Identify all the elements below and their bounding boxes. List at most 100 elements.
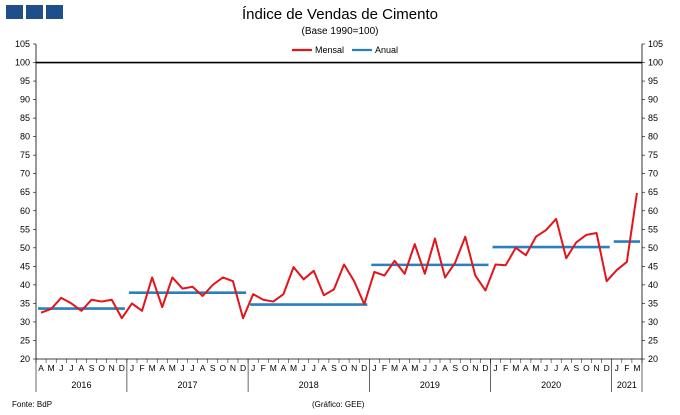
y-tick-label-right: 20 bbox=[648, 354, 658, 364]
month-label: O bbox=[98, 363, 105, 373]
month-label: J bbox=[251, 363, 255, 373]
month-label: A bbox=[79, 363, 85, 373]
y-tick-label-left: 40 bbox=[20, 280, 30, 290]
y-tick-label-left: 95 bbox=[20, 76, 30, 86]
year-label: 2018 bbox=[299, 380, 319, 390]
y-tick-label-left: 25 bbox=[20, 335, 30, 345]
month-label: A bbox=[402, 363, 408, 373]
y-tick-label-right: 100 bbox=[648, 58, 663, 68]
month-label: M bbox=[391, 363, 398, 373]
month-label: J bbox=[130, 363, 134, 373]
chart-subtitle: (Base 1990=100) bbox=[301, 26, 379, 37]
y-tick-label-right: 25 bbox=[648, 335, 658, 345]
month-label: M bbox=[411, 363, 418, 373]
month-label: D bbox=[361, 363, 367, 373]
credit-note: (Gráfico: GEE) bbox=[312, 400, 365, 409]
month-label: J bbox=[423, 363, 427, 373]
y-tick-label-right: 50 bbox=[648, 243, 658, 253]
month-label: S bbox=[89, 363, 95, 373]
month-label: N bbox=[230, 363, 236, 373]
month-label: F bbox=[503, 363, 508, 373]
month-label: N bbox=[593, 363, 599, 373]
y-tick-label-right: 70 bbox=[648, 169, 658, 179]
y-tick-label-right: 65 bbox=[648, 187, 658, 197]
logo-block bbox=[6, 5, 23, 19]
y-tick-label-right: 90 bbox=[648, 95, 658, 105]
y-tick-label-left: 35 bbox=[20, 298, 30, 308]
month-label: J bbox=[180, 363, 184, 373]
month-label: J bbox=[554, 363, 558, 373]
y-tick-label-left: 55 bbox=[20, 224, 30, 234]
y-tick-label-left: 105 bbox=[15, 39, 30, 49]
month-label: O bbox=[220, 363, 227, 373]
month-label: N bbox=[472, 363, 478, 373]
month-label: O bbox=[583, 363, 590, 373]
month-label: J bbox=[302, 363, 306, 373]
y-tick-label-left: 65 bbox=[20, 187, 30, 197]
month-label: A bbox=[281, 363, 287, 373]
y-tick-label-right: 80 bbox=[648, 132, 658, 142]
y-tick-label-right: 105 bbox=[648, 39, 663, 49]
month-label: A bbox=[159, 363, 165, 373]
legend-label-mensal: Mensal bbox=[315, 45, 344, 55]
month-label: F bbox=[261, 363, 266, 373]
y-tick-label-right: 75 bbox=[648, 150, 658, 160]
month-label: S bbox=[210, 363, 216, 373]
month-label: M bbox=[633, 363, 640, 373]
logo-block bbox=[26, 5, 43, 19]
month-label: D bbox=[604, 363, 610, 373]
y-tick-label-right: 45 bbox=[648, 261, 658, 271]
month-label: M bbox=[169, 363, 176, 373]
month-label: J bbox=[59, 363, 63, 373]
month-label: D bbox=[240, 363, 246, 373]
month-label: A bbox=[563, 363, 569, 373]
y-tick-label-right: 35 bbox=[648, 298, 658, 308]
month-label: J bbox=[615, 363, 619, 373]
month-label: S bbox=[452, 363, 458, 373]
y-tick-label-left: 45 bbox=[20, 261, 30, 271]
month-label: M bbox=[290, 363, 297, 373]
y-tick-label-left: 70 bbox=[20, 169, 30, 179]
y-tick-label-right: 60 bbox=[648, 206, 658, 216]
month-label: D bbox=[119, 363, 125, 373]
month-label: N bbox=[351, 363, 357, 373]
y-tick-label-right: 95 bbox=[648, 76, 658, 86]
y-tick-label-left: 80 bbox=[20, 132, 30, 142]
chart-title: Índice de Vendas de Cimento bbox=[242, 6, 438, 23]
logo-block bbox=[46, 5, 63, 19]
y-tick-label-right: 40 bbox=[648, 280, 658, 290]
month-label: M bbox=[512, 363, 519, 373]
y-tick-label-left: 90 bbox=[20, 95, 30, 105]
month-label: J bbox=[493, 363, 497, 373]
month-label: O bbox=[462, 363, 469, 373]
logo bbox=[6, 5, 63, 19]
month-label: F bbox=[624, 363, 629, 373]
month-label: S bbox=[331, 363, 337, 373]
month-label: O bbox=[341, 363, 348, 373]
y-tick-label-right: 85 bbox=[648, 113, 658, 123]
y-tick-label-left: 20 bbox=[20, 354, 30, 364]
month-label: D bbox=[482, 363, 488, 373]
month-label: J bbox=[544, 363, 548, 373]
month-label: M bbox=[149, 363, 156, 373]
month-label: M bbox=[532, 363, 539, 373]
month-label: A bbox=[523, 363, 529, 373]
year-label: 2016 bbox=[71, 380, 91, 390]
month-label: A bbox=[321, 363, 327, 373]
legend-label-anual: Anual bbox=[375, 45, 398, 55]
y-tick-label-left: 60 bbox=[20, 206, 30, 216]
month-label: A bbox=[200, 363, 206, 373]
month-label: M bbox=[270, 363, 277, 373]
year-label: 2017 bbox=[177, 380, 197, 390]
source-note: Fonte: BdP bbox=[12, 400, 53, 409]
month-label: F bbox=[139, 363, 144, 373]
month-label: S bbox=[574, 363, 580, 373]
y-tick-label-left: 100 bbox=[15, 58, 30, 68]
month-label: J bbox=[433, 363, 437, 373]
y-tick-label-right: 30 bbox=[648, 317, 658, 327]
month-label: A bbox=[442, 363, 448, 373]
year-label: 2020 bbox=[541, 380, 561, 390]
y-tick-label-left: 85 bbox=[20, 113, 30, 123]
month-label: J bbox=[190, 363, 194, 373]
